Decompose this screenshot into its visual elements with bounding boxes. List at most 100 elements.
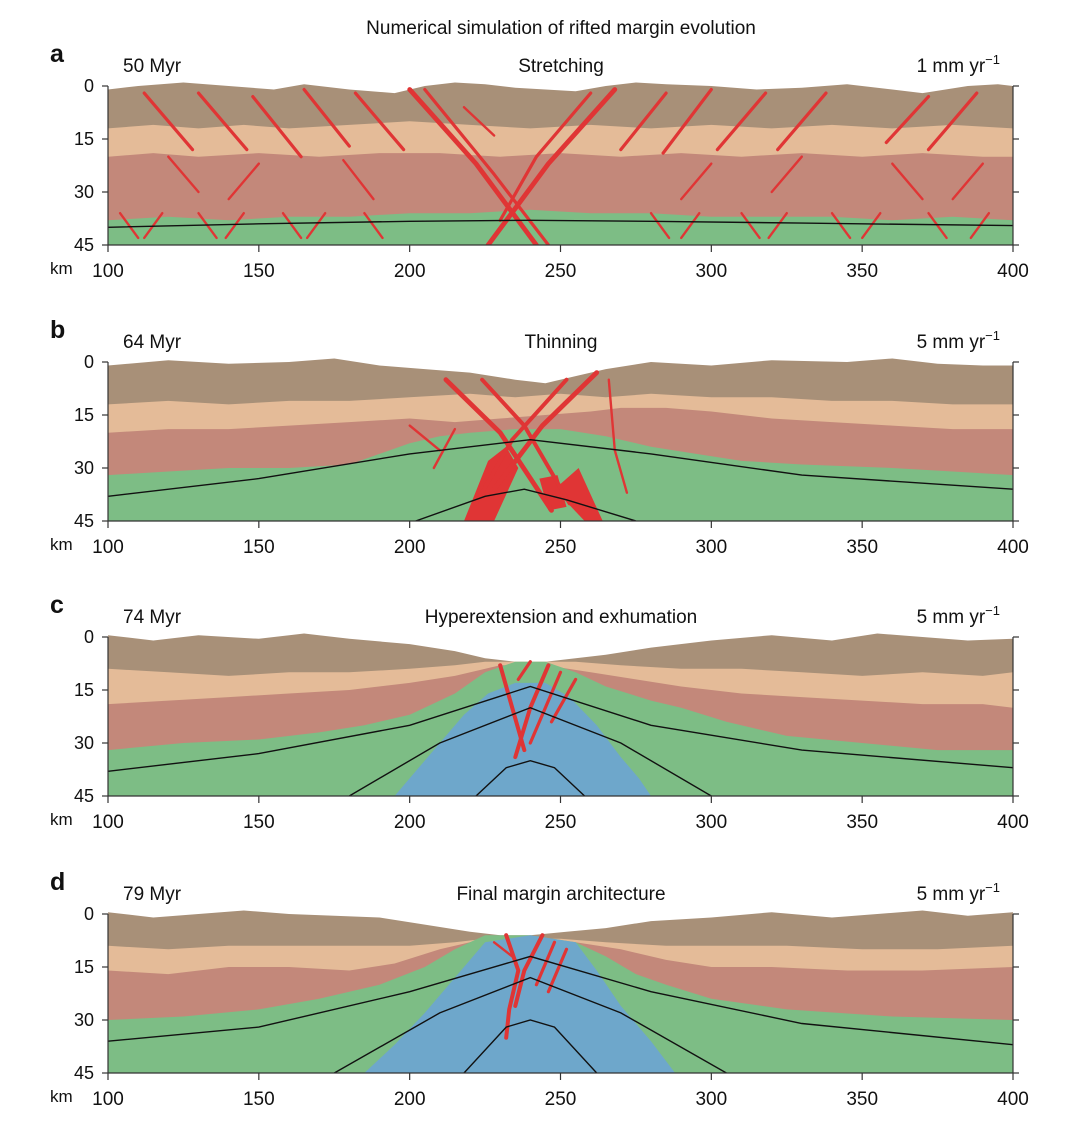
y-tick-label: 30 <box>74 182 94 202</box>
isotherm-line <box>415 488 637 521</box>
isotherm-line <box>463 1019 598 1073</box>
shear-zone <box>715 91 768 152</box>
y-tick-label: 45 <box>74 786 94 806</box>
shear-zone <box>443 377 554 513</box>
stage-label: Hyperextension and exhumation <box>425 607 698 628</box>
shear-zone <box>142 91 195 152</box>
shear-zone <box>926 91 979 152</box>
y-unit-label: km <box>50 259 73 278</box>
x-tick-label: 400 <box>997 1089 1029 1110</box>
shear-zone <box>767 211 788 240</box>
x-tick-label: 250 <box>545 537 577 558</box>
shear-zone <box>927 211 948 240</box>
y-tick-label: 0 <box>84 76 94 96</box>
mantle-lithosphere-layer <box>108 209 1013 245</box>
x-tick-label: 250 <box>545 261 577 282</box>
shear-zone <box>516 660 532 682</box>
isotherm-line <box>108 685 1013 772</box>
rate-base: 1 mm yr <box>917 56 986 77</box>
shear-zone <box>251 94 303 159</box>
rate-exponent: −1 <box>985 603 1000 618</box>
shear-zone <box>492 941 514 958</box>
shear-zone <box>680 162 713 201</box>
shear-zone <box>619 91 668 152</box>
shear-zone <box>546 947 569 994</box>
stage-label: Stretching <box>518 56 604 77</box>
x-tick-label: 400 <box>997 812 1029 833</box>
rate-label: 5 mm yr−1 <box>917 328 1000 353</box>
stage-label: Thinning <box>525 332 598 353</box>
x-tick-label: 250 <box>545 812 577 833</box>
asthenosphere-layer <box>364 935 676 1073</box>
shear-zone <box>485 87 618 245</box>
shear-zone <box>432 427 457 470</box>
shear-zone <box>462 105 496 137</box>
x-tick-label: 100 <box>92 537 124 558</box>
x-tick-label: 350 <box>846 537 878 558</box>
isotherm-line <box>348 706 712 796</box>
time-label: 64 Myr <box>123 332 182 353</box>
shear-zone <box>951 162 984 201</box>
y-tick-label: 15 <box>74 957 94 977</box>
isotherm-line <box>475 759 586 796</box>
shear-zone <box>363 211 384 240</box>
shear-zone <box>118 211 140 240</box>
x-tick-label: 250 <box>545 1089 577 1110</box>
shear-zone <box>196 91 249 152</box>
y-tick-label: 45 <box>74 511 94 531</box>
panel-a: 0 15 30 45 100 150 200 250 300 350 400 km a 50 Myr Str… <box>50 40 1029 282</box>
panel-letter: a <box>50 40 65 68</box>
panel-letter: b <box>50 316 65 344</box>
shear-zone <box>167 155 200 194</box>
x-tick-label: 400 <box>997 537 1029 558</box>
x-tick-label: 200 <box>394 261 426 282</box>
y-unit-label: km <box>50 535 73 554</box>
shear-zone <box>302 87 351 148</box>
x-tick-label: 150 <box>243 1089 275 1110</box>
x-tick-label: 100 <box>92 1089 124 1110</box>
shear-zone <box>227 162 260 201</box>
y-unit-label: km <box>50 1087 73 1106</box>
y-tick-label: 30 <box>74 733 94 753</box>
y-tick-label: 0 <box>84 904 94 924</box>
shear-zone <box>513 933 545 1008</box>
plot-area <box>108 82 1013 245</box>
shear-zone <box>830 211 852 240</box>
x-tick-label: 350 <box>846 261 878 282</box>
shear-zone <box>680 211 701 240</box>
panel-c: 0 15 30 45 100 150 200 250 300 350 400 km c 74 Myr Hyp… <box>50 591 1029 833</box>
panel-letter: d <box>50 868 65 896</box>
x-tick-label: 300 <box>695 261 727 282</box>
y-tick-label: 30 <box>74 458 94 478</box>
x-tick-label: 350 <box>846 1089 878 1110</box>
x-tick-label: 150 <box>243 537 275 558</box>
isotherm-line <box>108 955 1013 1046</box>
shear-zone <box>661 87 713 155</box>
rate-label: 1 mm yr−1 <box>917 52 1000 77</box>
x-tick-label: 300 <box>695 812 727 833</box>
plot-area <box>108 358 1013 521</box>
rate-label: 5 mm yr−1 <box>917 603 1000 628</box>
x-tick-label: 150 <box>243 261 275 282</box>
shear-zone <box>884 94 931 145</box>
shear-zone <box>353 91 406 152</box>
shear-zone <box>861 211 882 240</box>
panel-b: 0 15 30 45 100 150 200 250 300 350 400 km b 64 Myr Thi… <box>50 316 1029 558</box>
y-tick-label: 15 <box>74 129 94 149</box>
time-label: 50 Myr <box>123 56 182 77</box>
x-tick-label: 400 <box>997 261 1029 282</box>
shear-zone <box>491 370 600 492</box>
shear-zone <box>408 424 441 452</box>
y-tick-label: 15 <box>74 680 94 700</box>
rate-base: 5 mm yr <box>917 332 986 353</box>
shear-zone <box>474 377 569 506</box>
x-tick-label: 350 <box>846 812 878 833</box>
x-tick-label: 200 <box>394 1089 426 1110</box>
plot-area <box>108 633 1013 796</box>
shear-zone <box>776 91 828 152</box>
plot-area <box>108 910 1013 1073</box>
time-label: 74 Myr <box>123 607 182 628</box>
shear-zone <box>504 933 521 1040</box>
